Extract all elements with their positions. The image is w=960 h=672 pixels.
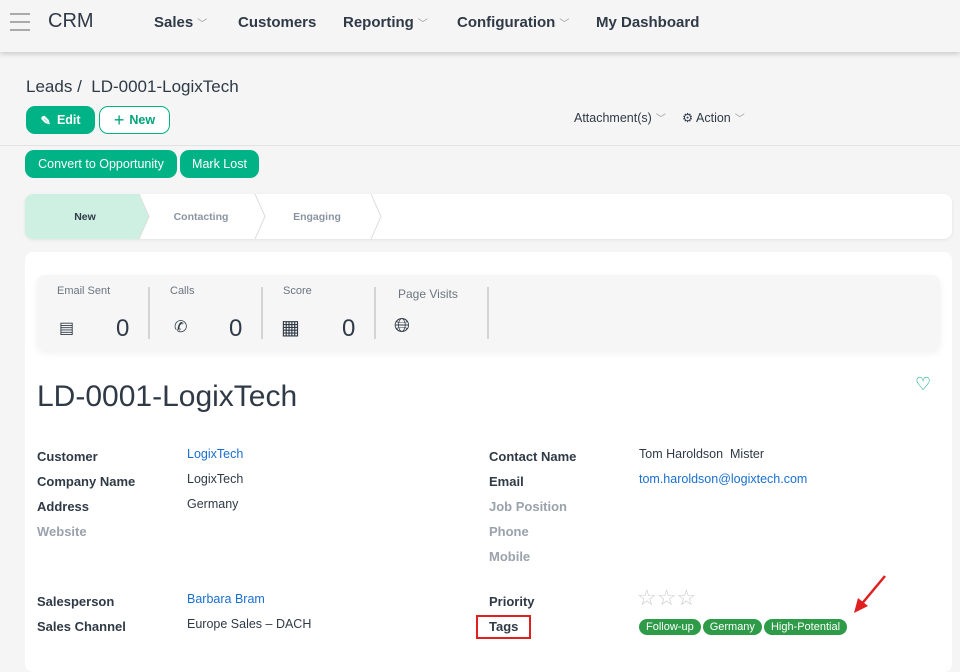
- heart-icon[interactable]: ♡: [915, 374, 932, 394]
- inbox-icon: ▤: [59, 320, 75, 337]
- tag-badge[interactable]: Germany: [702, 619, 762, 635]
- field-label-company-name: Company Name: [37, 474, 136, 489]
- star-icon[interactable]: ☆: [656, 585, 677, 610]
- gear-icon: ⚙: [682, 111, 694, 125]
- mark-lost-button[interactable]: Mark Lost: [180, 150, 259, 178]
- nav-sales[interactable]: Sales ﹀: [154, 14, 208, 31]
- field-label-salesperson: Salesperson: [37, 594, 115, 609]
- breadcrumb-separator: /: [77, 77, 82, 96]
- field-label-contact-name: Contact Name: [489, 449, 577, 464]
- stat-label: Email Sent: [57, 285, 111, 297]
- star-icon[interactable]: ☆: [676, 585, 697, 610]
- top-navbar: [0, 0, 960, 52]
- plus-icon: +: [113, 109, 125, 130]
- breadcrumb-current: LD-0001-LogixTech: [91, 77, 239, 96]
- divider: [261, 287, 263, 339]
- nav-my-dashboard[interactable]: My Dashboard: [596, 14, 700, 31]
- stage-engaging[interactable]: Engaging: [293, 210, 341, 223]
- field-label-customer: Customer: [37, 449, 98, 464]
- annotation-highlight-box: [476, 615, 531, 639]
- chevron-down-icon: ﹀: [197, 19, 208, 30]
- app-brand[interactable]: CRM: [48, 10, 94, 32]
- stage-arrows: [25, 194, 382, 239]
- chevron-down-icon: ﹀: [559, 19, 570, 30]
- field-label-sales-channel: Sales Channel: [37, 619, 126, 634]
- field-label-job-position: Job Position: [489, 499, 567, 514]
- stat-bar: Email Sent ▤ 0 Calls ✆ 0 Score ▦ 0 Page …: [37, 275, 940, 350]
- nav-customers[interactable]: Customers: [238, 14, 317, 31]
- priority-stars: ☆☆☆: [637, 585, 696, 611]
- edit-button[interactable]: ✎ Edit: [26, 106, 95, 134]
- calculator-icon: ▦: [281, 317, 300, 339]
- stat-value[interactable]: 0: [342, 315, 356, 342]
- globe-icon[interactable]: 🌐︎: [394, 315, 410, 337]
- field-label-mobile: Mobile: [489, 549, 531, 564]
- stat-label: Page Visits: [398, 287, 458, 301]
- tag-badge[interactable]: Follow-up: [639, 619, 701, 635]
- stat-label: Calls: [170, 285, 195, 297]
- action-dropdown[interactable]: ⚙ Action ﹀: [682, 111, 745, 125]
- divider: [374, 287, 376, 339]
- field-value-salesperson[interactable]: Barbara Bram: [187, 592, 265, 606]
- field-value-email[interactable]: tom.haroldson@logixtech.com: [639, 472, 808, 486]
- field-label-priority: Priority: [489, 594, 535, 609]
- field-label-email: Email: [489, 474, 524, 489]
- record-title: LD-0001-LogixTech: [37, 380, 298, 413]
- chevron-down-icon: ﹀: [655, 114, 666, 125]
- field-label-address: Address: [37, 499, 90, 514]
- field-value-sales-channel: Europe Sales – DACH: [187, 617, 312, 631]
- field-value-customer[interactable]: LogixTech: [187, 447, 244, 461]
- hamburger-menu-icon[interactable]: [10, 13, 30, 31]
- nav-configuration[interactable]: Configuration ﹀: [457, 14, 570, 31]
- field-label-tags: Tags: [489, 619, 519, 634]
- breadcrumb: Leads / LD-0001-LogixTech: [26, 77, 239, 97]
- divider: [0, 145, 960, 146]
- stat-label: Score: [283, 285, 312, 297]
- field-value-company-name: LogixTech: [187, 472, 244, 486]
- annotation-arrow-icon: [854, 575, 886, 613]
- stat-value[interactable]: 0: [116, 315, 130, 342]
- convert-to-opportunity-button[interactable]: Convert to Opportunity: [25, 150, 177, 178]
- attachments-dropdown[interactable]: Attachment(s) ﹀: [574, 111, 666, 125]
- new-button[interactable]: + New: [99, 106, 170, 134]
- chevron-down-icon: ﹀: [734, 114, 745, 125]
- stat-value[interactable]: 0: [229, 315, 243, 342]
- divider: [487, 287, 489, 339]
- field-label-phone: Phone: [489, 524, 529, 539]
- nav-reporting[interactable]: Reporting ﹀: [343, 14, 428, 31]
- field-label-website: Website: [37, 524, 87, 539]
- pencil-icon: ✎: [40, 113, 51, 128]
- divider: [148, 287, 150, 339]
- field-value-address: Germany: [187, 497, 239, 511]
- stage-contacting[interactable]: Contacting: [173, 210, 229, 223]
- stage-bar: New Contacting Engaging: [25, 194, 952, 239]
- chevron-down-icon: ﹀: [417, 19, 428, 30]
- stage-new[interactable]: New: [74, 210, 96, 223]
- tag-badge[interactable]: High-Potential: [763, 619, 848, 635]
- breadcrumb-leads[interactable]: Leads: [26, 77, 73, 96]
- field-value-contact-name: Tom Haroldson Mister: [639, 447, 765, 461]
- phone-icon: ✆: [174, 319, 188, 336]
- tags-list: Follow-up Germany High-Potential: [639, 617, 849, 635]
- star-icon[interactable]: ☆: [637, 585, 657, 610]
